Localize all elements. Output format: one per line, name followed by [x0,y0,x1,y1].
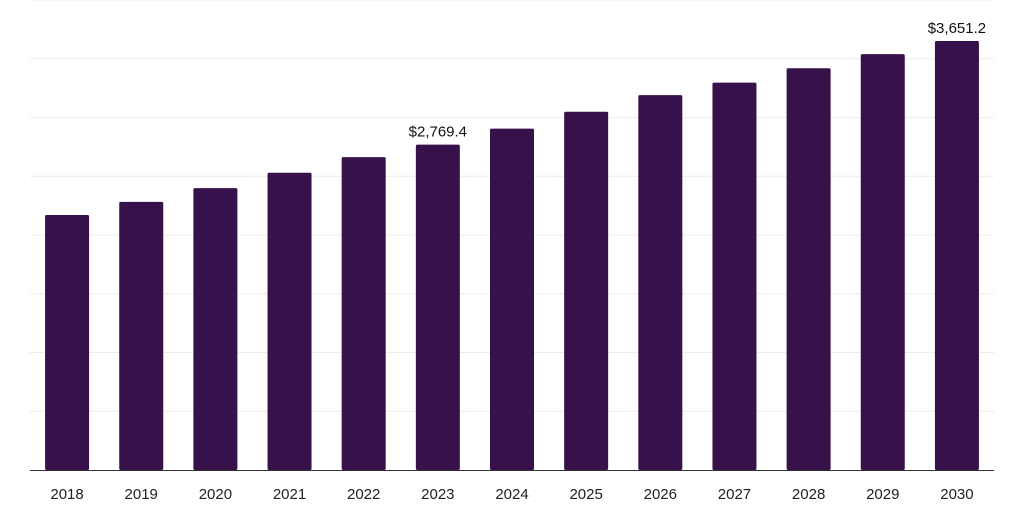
bar-2020[interactable] [193,188,238,470]
x-tick-label: 2018 [50,486,83,503]
bar-2023[interactable] [415,144,460,470]
x-tick-label: 2022 [347,486,380,503]
x-tick-labels: 2018 2019 2020 2021 2022 2023 2024 2025 2026 2027… [50,486,973,503]
data-label-2023: $2,769.4 [409,124,467,141]
x-tick-label: 2030 [940,486,973,503]
x-tick-label: 2020 [199,486,232,503]
x-tick-label: 2021 [273,486,306,503]
bar-2021[interactable] [267,172,312,470]
x-tick-label: 2029 [866,486,899,503]
data-labels: $2,769.4 $3,651.2 [409,20,986,141]
x-tick-label: 2027 [718,486,751,503]
x-tick-label: 2024 [495,486,528,503]
bar-2027[interactable] [712,82,757,470]
bar-2025[interactable] [564,111,609,471]
x-tick-label: 2028 [792,486,825,503]
bar-2030[interactable] [934,40,979,470]
x-tick-label: 2025 [569,486,602,503]
bar-2024[interactable] [490,128,534,470]
bar-2029[interactable] [860,54,905,470]
x-tick-label: 2026 [644,486,677,503]
bar-2019[interactable] [119,201,164,471]
data-label-2030: $3,651.2 [928,20,986,37]
x-tick-label: 2019 [125,486,158,503]
bar-2018[interactable] [45,215,90,470]
x-tick-label: 2023 [421,486,454,503]
bars [45,40,979,471]
bar-2026[interactable] [638,95,683,471]
bar-2022[interactable] [341,157,386,470]
bar-2028[interactable] [786,68,831,470]
